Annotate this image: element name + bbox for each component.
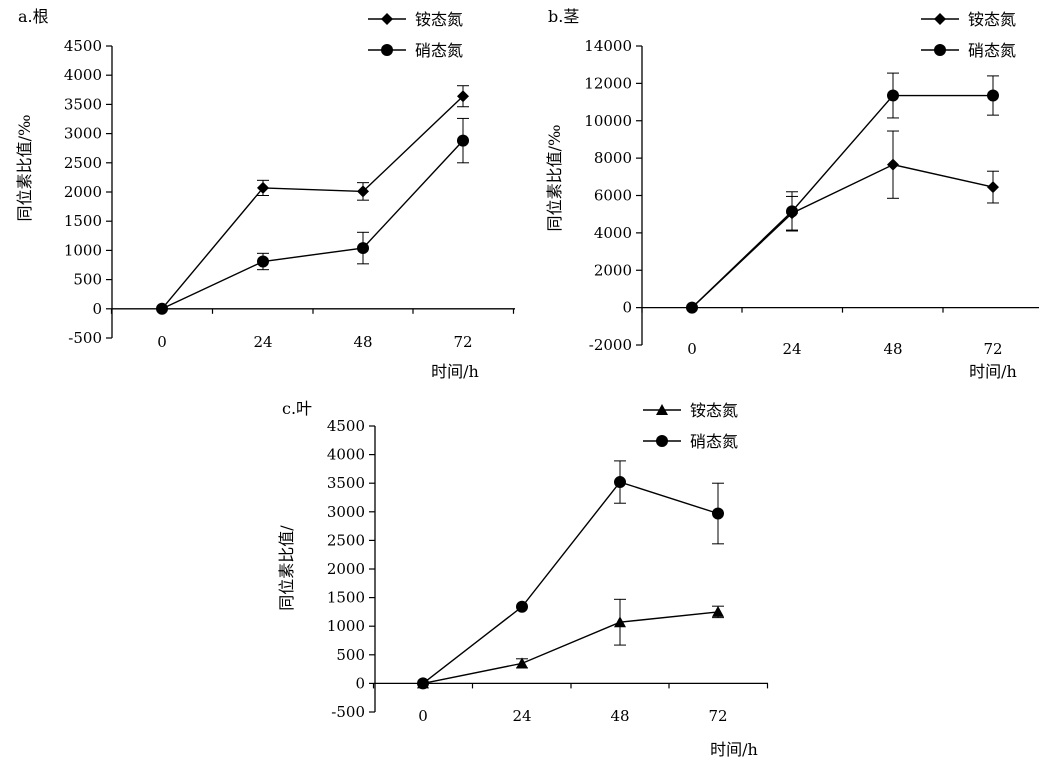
data-point — [887, 158, 899, 171]
y-tick-label: 3500 — [327, 474, 365, 492]
data-point — [686, 301, 698, 314]
x-tick-label: 48 — [353, 333, 372, 351]
y-tick-label: 4500 — [327, 417, 365, 435]
x-tick-label: 0 — [157, 333, 167, 351]
x-tick-label: 24 — [512, 707, 531, 725]
data-point — [614, 476, 626, 489]
y-tick-label: 6000 — [594, 187, 632, 205]
data-point — [516, 600, 528, 613]
y-tick-label: 3000 — [64, 125, 102, 143]
data-point — [257, 255, 269, 268]
series-line — [161, 95, 464, 310]
legend-label: 硝态氮 — [415, 41, 463, 60]
data-point — [257, 181, 269, 194]
y-tick-label: 12000 — [584, 74, 632, 92]
x-tick-label: 24 — [782, 340, 801, 358]
x-tick-label: 72 — [983, 340, 1002, 358]
y-tick-label: -500 — [331, 703, 365, 721]
data-point — [457, 134, 469, 147]
panel-title: b.茎 — [548, 7, 579, 26]
y-tick-label: 4000 — [327, 446, 365, 464]
legend-marker — [381, 44, 393, 56]
data-point — [987, 89, 999, 102]
panel-root: -500 0 500 1000 1500 2000 2500 3000 3500 4000 4500… — [15, 7, 515, 381]
data-point — [357, 185, 369, 198]
x-axis-label: 时间/h — [431, 362, 479, 381]
legend-label: 铵态氮 — [415, 10, 463, 29]
y-tick-label: 4000 — [594, 224, 632, 242]
panel-stem: -2000 0 2000 4000 6000 8000 10000 12000 14000 0 24… — [545, 7, 1039, 381]
series-line — [422, 481, 719, 684]
data-point — [786, 205, 798, 218]
series-line — [691, 94, 993, 309]
y-tick-label: 0 — [355, 674, 365, 692]
x-tick-label: 0 — [687, 340, 697, 358]
y-tick-label: 2000 — [594, 261, 632, 279]
panel-title: c.叶 — [282, 399, 312, 418]
y-tick-label: 4500 — [64, 37, 102, 55]
y-tick-label: 0 — [92, 300, 102, 318]
data-point — [417, 677, 429, 690]
data-point — [987, 181, 999, 194]
legend-marker — [656, 435, 668, 447]
y-tick-label: 10000 — [584, 112, 632, 130]
x-tick-label: 48 — [610, 707, 629, 725]
y-tick-label: 14000 — [584, 37, 632, 55]
panel-title: a.根 — [18, 7, 49, 26]
y-tick-label: 3500 — [64, 95, 102, 113]
data-point — [357, 242, 369, 255]
legend-label: 铵态氮 — [690, 401, 738, 420]
y-tick-label: 3000 — [327, 503, 365, 521]
y-axis-label: 同位素比值/‰ — [545, 125, 564, 232]
y-tick-label: 1000 — [327, 617, 365, 635]
x-tick-label: 72 — [453, 333, 472, 351]
data-point — [614, 616, 626, 628]
y-tick-label: 1000 — [64, 241, 102, 259]
series-line — [161, 140, 464, 310]
y-tick-label: -500 — [68, 329, 102, 347]
y-axis-label: 同位素比值/‰ — [15, 115, 34, 222]
x-tick-label: 24 — [253, 333, 272, 351]
legend-label: 铵态氮 — [968, 10, 1016, 29]
y-tick-label: 2000 — [64, 183, 102, 201]
x-tick-label: 0 — [418, 707, 428, 725]
y-tick-label: 500 — [336, 646, 365, 664]
panel-leaf: -500 0 500 1000 1500 2000 2500 3000 3500 4000 4500… — [277, 399, 769, 759]
series-line — [691, 163, 994, 309]
series-line — [422, 611, 719, 685]
y-tick-label: 0 — [622, 299, 632, 317]
y-tick-label: -2000 — [589, 336, 632, 354]
x-axis-label: 时间/h — [969, 362, 1017, 381]
legend-label: 硝态氮 — [690, 432, 738, 451]
data-point — [516, 657, 528, 669]
x-tick-label: 72 — [708, 707, 727, 725]
y-tick-label: 500 — [73, 271, 102, 289]
y-tick-label: 2000 — [327, 560, 365, 578]
legend-marker — [656, 404, 668, 415]
y-tick-label: 4000 — [64, 66, 102, 84]
y-tick-label: 8000 — [594, 149, 632, 167]
y-axis-label: 同位素比值/ — [277, 525, 296, 611]
y-tick-label: 2500 — [64, 154, 102, 172]
legend-label: 硝态氮 — [968, 41, 1016, 60]
data-point — [887, 89, 899, 102]
legend-marker — [934, 44, 946, 56]
x-axis-label: 时间/h — [710, 740, 758, 759]
y-tick-label: 1500 — [327, 589, 365, 607]
data-point — [712, 605, 724, 617]
y-tick-label: 1500 — [64, 212, 102, 230]
data-point — [156, 302, 168, 315]
legend-marker — [381, 13, 393, 25]
data-point — [712, 507, 724, 520]
x-tick-label: 48 — [883, 340, 902, 358]
data-point — [457, 90, 469, 103]
legend-marker — [934, 13, 946, 25]
y-tick-label: 2500 — [327, 531, 365, 549]
